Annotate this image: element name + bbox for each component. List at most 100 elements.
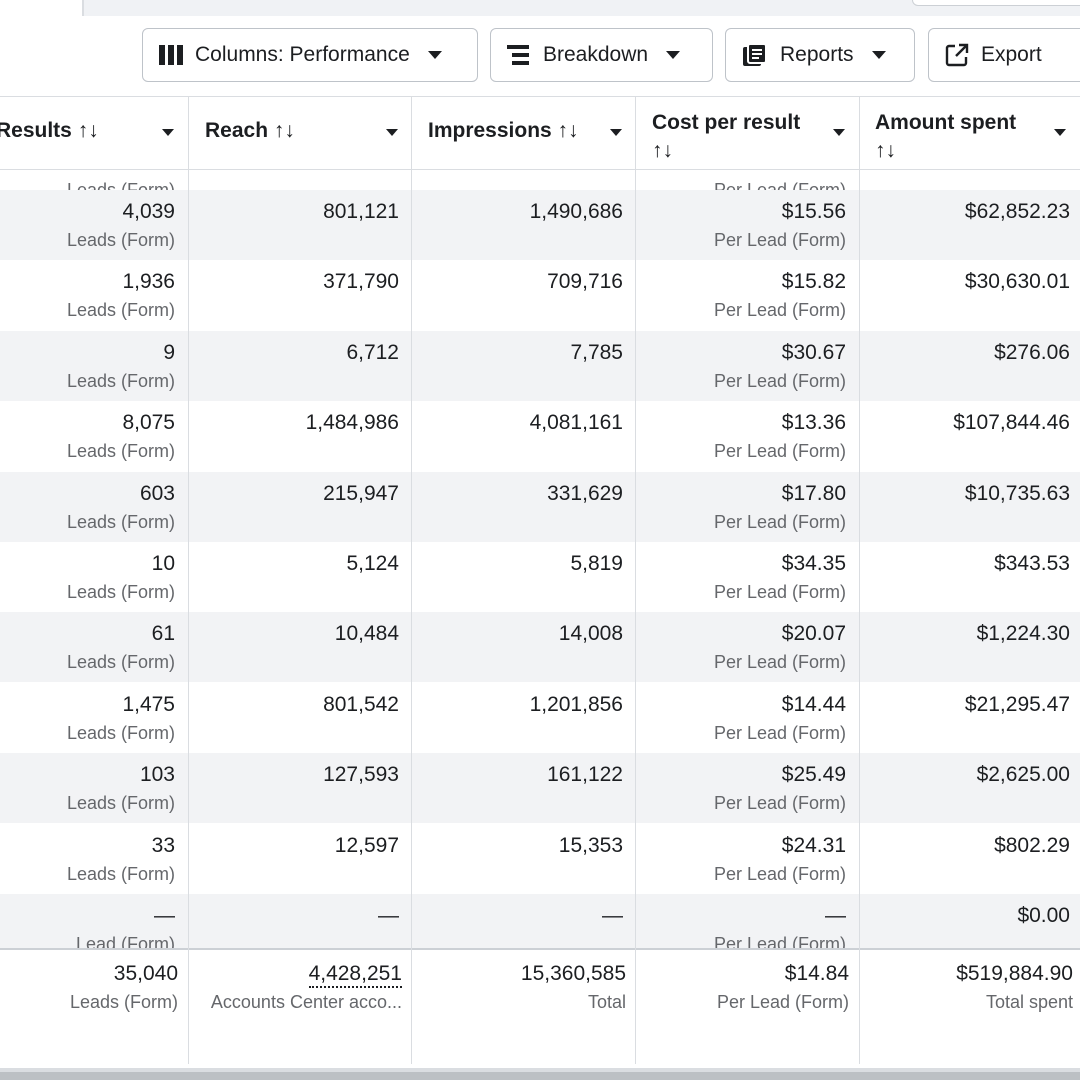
cell-impressions: 161,122: [412, 753, 623, 823]
reach-value: —: [378, 904, 399, 927]
cell-cost: $15.56 Per Lead (Form): [636, 190, 846, 260]
chevron-down-icon[interactable]: [610, 129, 622, 136]
cell-results: 33 Leads (Form): [0, 824, 175, 894]
cell-results: — Lead (Form): [0, 894, 175, 948]
chevron-down-icon[interactable]: [833, 129, 845, 136]
header-reach[interactable]: Reach ↑↓: [189, 97, 412, 169]
top-right-control[interactable]: [912, 0, 1080, 6]
cell-reach: 127,593: [189, 753, 399, 823]
cell-reach: 801,121: [189, 190, 399, 260]
cell-results: 1,936 Leads (Form): [0, 260, 175, 330]
chevron-down-icon[interactable]: [1054, 129, 1066, 136]
table-row[interactable]: 103 Leads (Form) 127,593 161,122 $25.49 Per L…: [0, 753, 1080, 824]
reach-value: 12,597: [334, 833, 399, 857]
table-row[interactable]: 61 Leads (Form) 10,484 14,008 $20.07 Per Lead…: [0, 612, 1080, 683]
results-subtext: Leads (Form): [66, 652, 175, 673]
cost-subtext: Per Lead (Form): [713, 441, 846, 462]
total-cost: $14.84 Per Lead (Form): [636, 950, 849, 1060]
cell-results: 8,075 Leads (Form): [0, 401, 175, 471]
header-spent-label: Amount spent ↑↓: [875, 109, 1016, 165]
cost-subtext: Per Lead (Form): [713, 934, 846, 948]
top-left-panel: [0, 0, 84, 16]
cost-subtext: Per Lead (Form): [713, 793, 846, 814]
table-row[interactable]: 4,039 Leads (Form) 801,121 1,490,686 $15.56 P…: [0, 190, 1080, 260]
table-row[interactable]: 10 Leads (Form) 5,124 5,819 $34.35 Per Lead (…: [0, 542, 1080, 612]
table-row[interactable]: 1,475 Leads (Form) 801,542 1,201,856 $14.44 P…: [0, 683, 1080, 753]
total-reach-value[interactable]: 4,428,251: [308, 962, 402, 988]
cell-spent: $21,295.47: [859, 683, 1070, 753]
cost-subtext: Per Lead (Form): [713, 230, 846, 250]
breakdown-button[interactable]: Breakdown: [490, 28, 713, 82]
header-impressions[interactable]: Impressions ↑↓: [412, 97, 636, 169]
impressions-value: 1,201,856: [529, 692, 623, 716]
reach-value: 1,484,986: [305, 411, 399, 435]
cost-subtext: Per Lead (Form): [713, 863, 846, 884]
cell-reach: 371,790: [189, 260, 399, 330]
cell-results: 9 Leads (Form): [0, 331, 175, 401]
breakdown-icon: [507, 45, 529, 65]
reports-label: Reports: [780, 43, 854, 66]
table-header: Results ↑↓ Reach ↑↓ Impressions ↑↓ Cost …: [0, 96, 1080, 170]
table-row[interactable]: 603 Leads (Form) 215,947 331,629 $17.80 Per L…: [0, 471, 1080, 542]
header-cost-per-result[interactable]: Cost per result ↑↓: [636, 97, 859, 169]
cell-impressions: 1,201,856: [412, 683, 623, 753]
header-results[interactable]: Results ↑↓: [0, 97, 188, 169]
results-value: 8,075: [122, 411, 175, 435]
total-reach[interactable]: 4,428,251 Accounts Center acco...: [189, 950, 402, 1060]
results-subtext: Leads (Form): [66, 441, 175, 462]
total-spent-value: $519,884.90: [956, 962, 1073, 985]
results-subtext: Leads (Form): [66, 370, 175, 391]
spent-value: $276.06: [994, 340, 1070, 364]
results-subtext: Leads (Form): [66, 722, 175, 743]
column-divider[interactable]: [635, 96, 636, 1064]
cell-reach: 12,597: [189, 824, 399, 894]
cell-results: 61 Leads (Form): [0, 612, 175, 682]
chevron-down-icon[interactable]: [162, 129, 174, 136]
chevron-down-icon: [666, 51, 681, 59]
header-amount-spent[interactable]: Amount spent ↑↓: [859, 97, 1080, 169]
spent-value: $1,224.30: [976, 622, 1070, 646]
total-results-sub: Leads (Form): [69, 992, 178, 1012]
cell-cost: — Per Lead (Form): [636, 894, 846, 948]
table-row[interactable]: 8,075 Leads (Form) 1,484,986 4,081,161 $13.3…: [0, 401, 1080, 471]
header-spent-title: Amount spent: [875, 111, 1017, 134]
spent-value: $343.53: [994, 552, 1070, 575]
table-row[interactable]: 1,936 Leads (Form) 371,790 709,716 $15.82 Per…: [0, 260, 1080, 330]
cell-spent: $1,224.30: [859, 612, 1070, 682]
cell-cost: $20.07 Per Lead (Form): [636, 612, 846, 682]
chevron-down-icon: [427, 51, 442, 59]
table-footer-totals: 35,040 Leads (Form) 4,428,251 Accounts C…: [0, 948, 1080, 1062]
header-cost-title: Cost per result: [652, 111, 801, 134]
table-row[interactable]: 9 Leads (Form) 6,712 7,785 $30.67 Per Lead (F…: [0, 330, 1080, 401]
impressions-value: 5,819: [570, 552, 623, 575]
table-row[interactable]: — Lead (Form) — — — Per Lead (Form) $0.00: [0, 894, 1080, 948]
header-impressions-label: Impressions ↑↓: [428, 119, 579, 142]
cell-spent: $343.53: [859, 542, 1070, 612]
export-button[interactable]: Export: [928, 28, 1080, 82]
cell-spent: $276.06: [859, 331, 1070, 401]
column-divider[interactable]: [188, 96, 189, 1064]
total-cost-value: $14.84: [784, 962, 849, 985]
horizontal-scrollbar[interactable]: [0, 1068, 1080, 1080]
total-results-value: 35,040: [113, 962, 178, 985]
spent-value: $10,735.63: [964, 481, 1070, 505]
cell-cost: $17.80 Per Lead (Form): [636, 472, 846, 542]
cell-reach: 10,484: [189, 612, 399, 682]
chevron-down-icon[interactable]: [386, 129, 398, 136]
scrollbar-track[interactable]: [0, 1068, 1080, 1072]
sort-icon: ↑↓: [652, 139, 673, 162]
table-row[interactable]: 33 Leads (Form) 12,597 15,353 $24.31 Per Lead…: [0, 824, 1080, 894]
header-cost-label: Cost per result ↑↓: [652, 109, 800, 165]
results-subtext: Leads (Form): [66, 511, 175, 532]
cell-impressions: 14,008: [412, 612, 623, 682]
columns-button[interactable]: Columns: Performance: [142, 28, 478, 82]
total-spent: $519,884.90 Total spent: [859, 950, 1073, 1060]
reports-button[interactable]: Reports: [725, 28, 915, 82]
cell-results: 103 Leads (Form): [0, 753, 175, 823]
column-divider[interactable]: [411, 96, 412, 1064]
cell-spent: $2,625.00: [859, 753, 1070, 823]
header-results-label: Results ↑↓: [0, 119, 99, 142]
cell-impressions: 331,629: [412, 472, 623, 542]
cost-value: $24.31: [781, 833, 846, 857]
column-divider[interactable]: [859, 96, 860, 1064]
